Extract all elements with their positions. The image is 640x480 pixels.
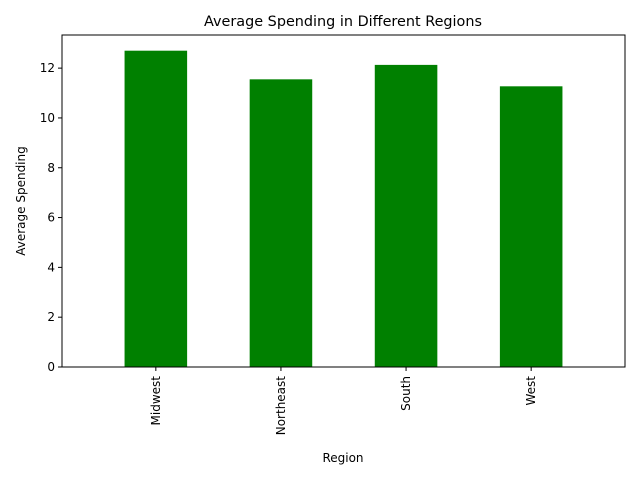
y-tick-label: 6 — [47, 211, 55, 225]
y-tick-label: 10 — [40, 111, 55, 125]
bar-west — [499, 86, 563, 367]
bar-northeast — [249, 79, 313, 367]
x-tick-label: Midwest — [149, 376, 163, 426]
y-tick-label: 2 — [47, 310, 55, 324]
x-tick-label: West — [524, 376, 538, 406]
bars-group — [124, 50, 563, 367]
y-tick-label: 0 — [47, 360, 55, 374]
y-axis-ticks: 0 2 4 6 8 10 12 — [40, 61, 62, 374]
y-axis-label: Average Spending — [14, 146, 28, 256]
x-tick-label: Northeast — [274, 376, 288, 436]
x-axis-label: Region — [322, 451, 363, 465]
x-axis-ticks: Midwest Northeast South West — [149, 367, 538, 435]
y-tick-label: 12 — [40, 61, 55, 75]
x-tick-label: South — [399, 376, 413, 411]
bar-south — [374, 64, 438, 367]
chart-title: Average Spending in Different Regions — [204, 14, 482, 30]
y-tick-label: 4 — [47, 260, 55, 274]
y-tick-label: 8 — [47, 161, 55, 175]
plot-frame — [61, 34, 626, 368]
bar-midwest — [124, 50, 188, 367]
